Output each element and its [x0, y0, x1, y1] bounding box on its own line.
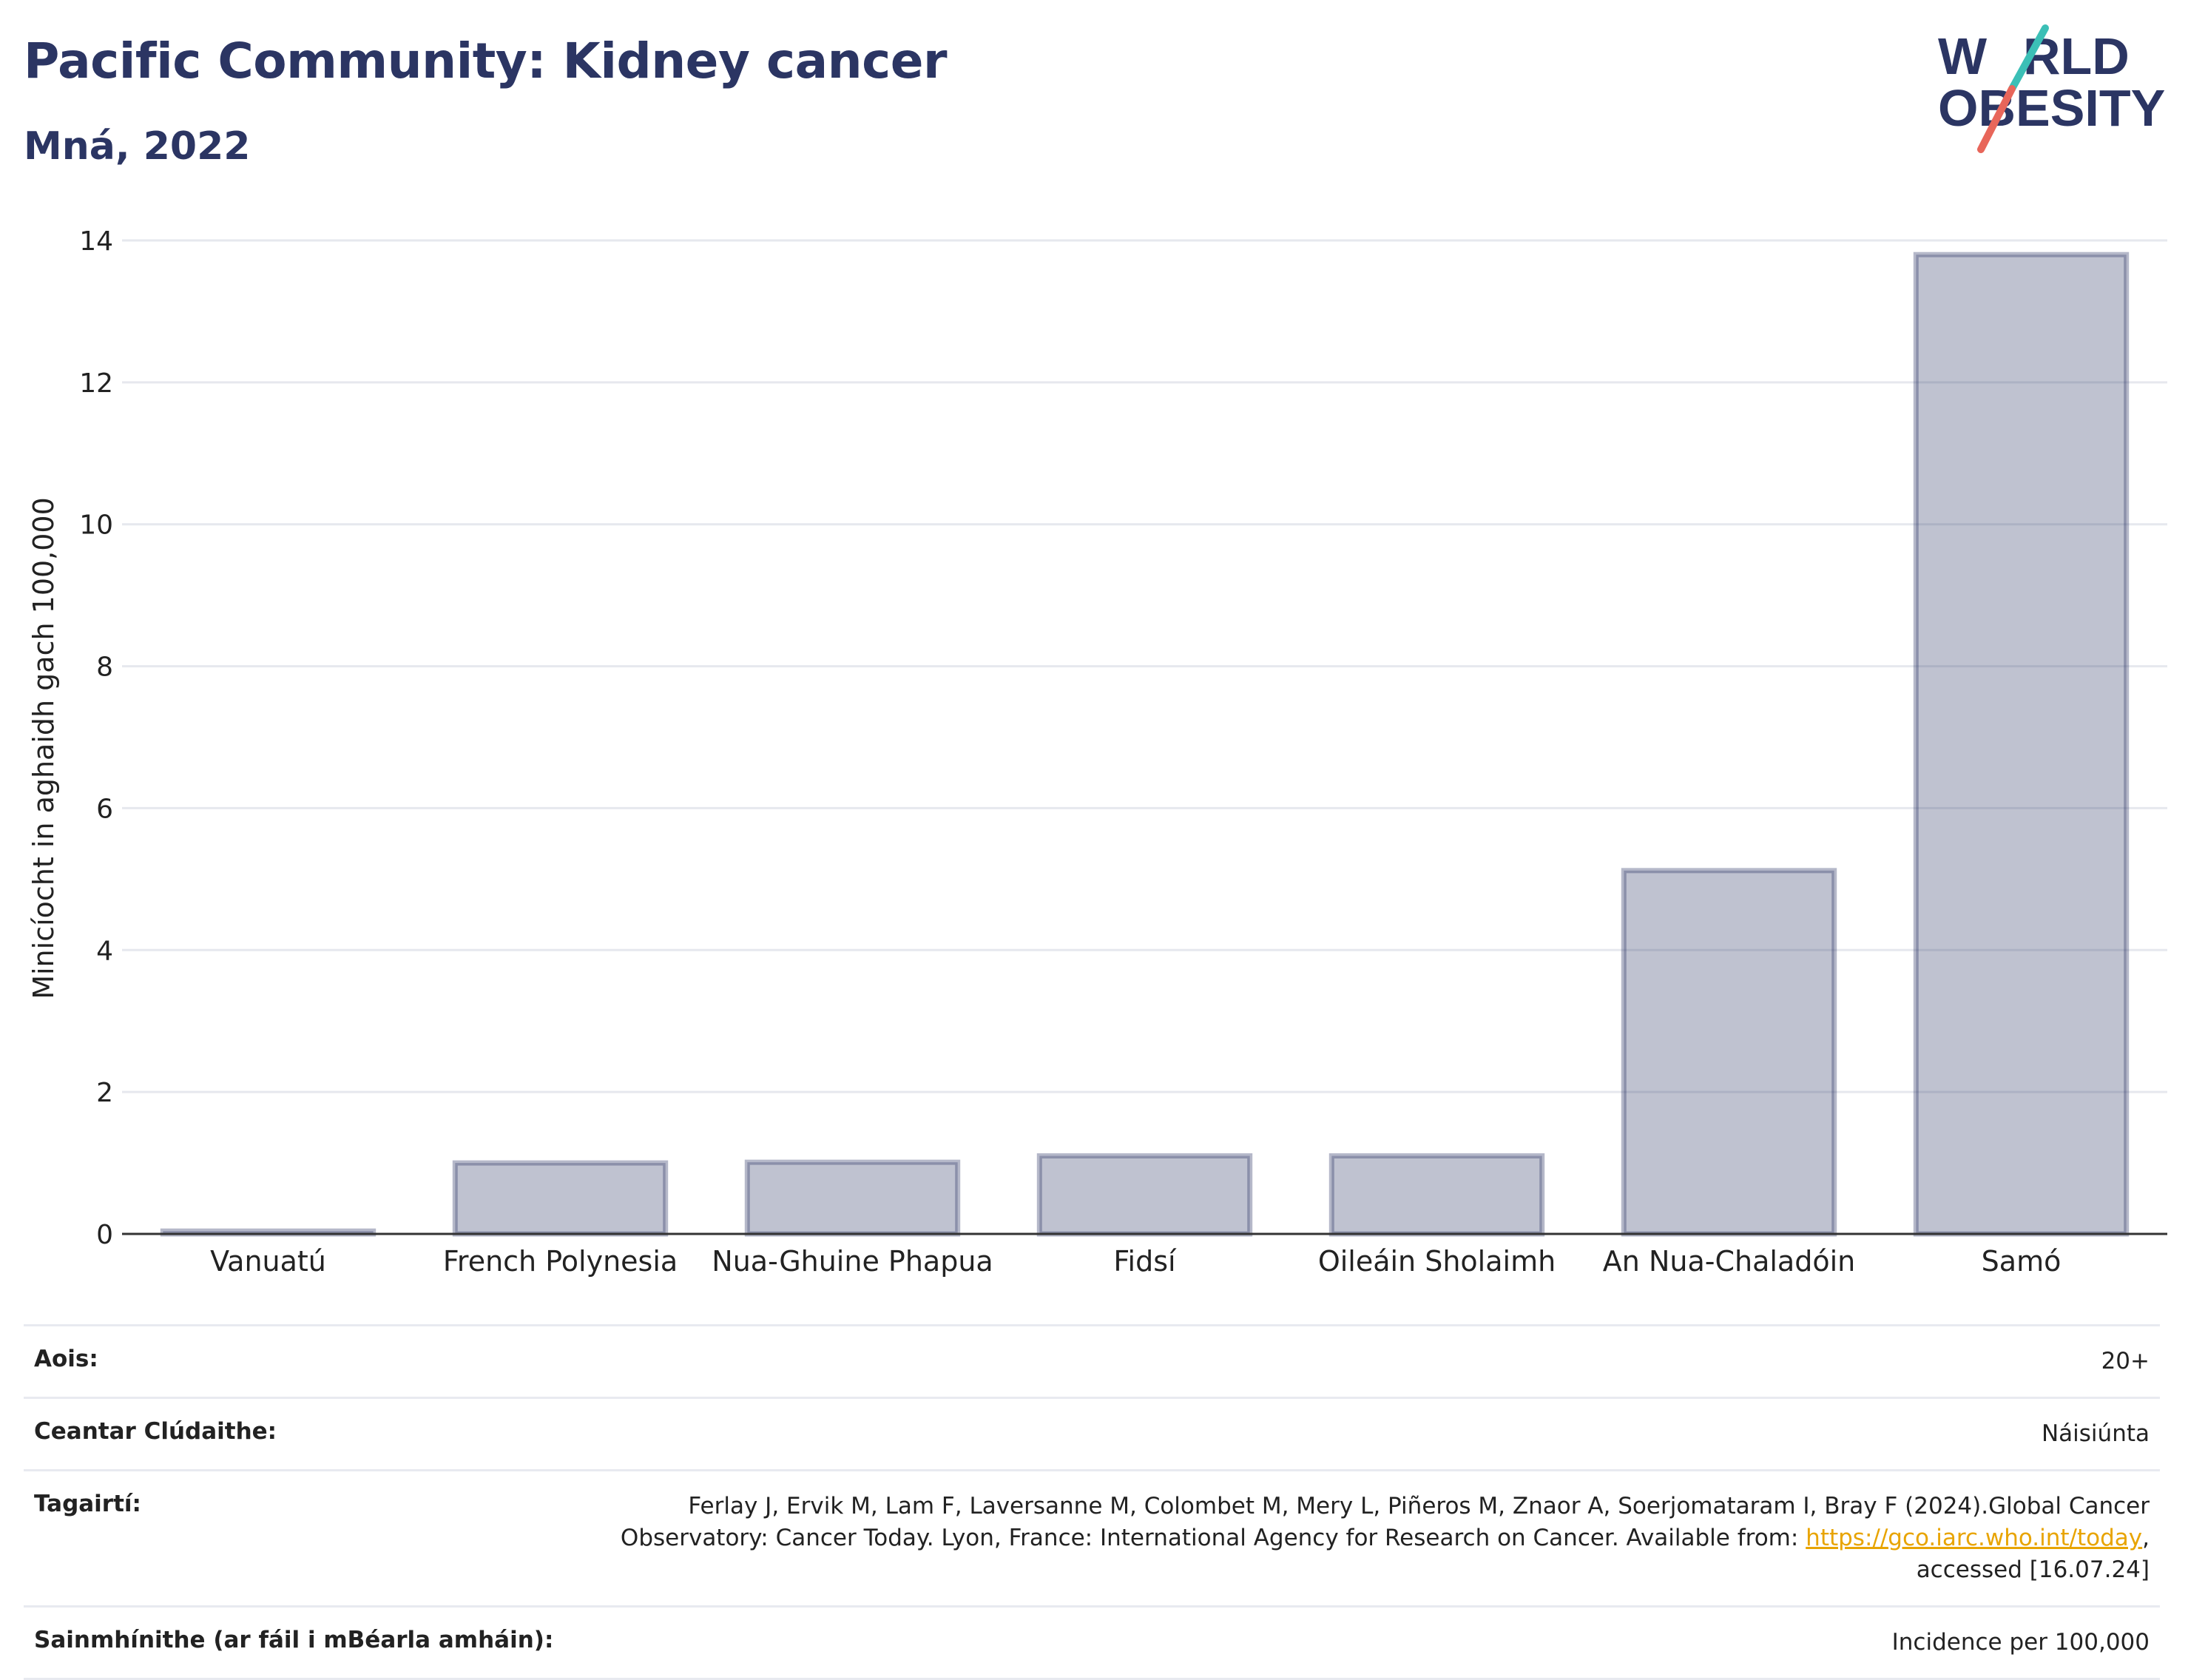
- meta-row-definitions: Sainmhínithe (ar fáil i mBéarla amháin):…: [24, 1605, 2160, 1680]
- y-tick-label: 14: [79, 226, 113, 257]
- x-tick-label: An Nua-Chaladóin: [1603, 1245, 1855, 1278]
- y-tick-label: 8: [96, 652, 113, 683]
- svg-text:OBESITY: OBESITY: [1938, 79, 2165, 137]
- chart-subtitle: Mná, 2022: [24, 124, 251, 169]
- x-tick-label: Vanuatú: [210, 1245, 326, 1278]
- references-line-1: Ferlay J, Ervik M, Lam F, Laversanne M, …: [688, 1493, 2150, 1519]
- y-tick-label: 10: [79, 510, 113, 541]
- references-link[interactable]: https://gco.iarc.who.int/today: [1806, 1525, 2143, 1551]
- bar: [1328, 1153, 1545, 1237]
- bar: [744, 1159, 961, 1237]
- y-tick-label: 12: [79, 368, 113, 399]
- x-tick-label: Oileáin Sholaimh: [1318, 1245, 1556, 1278]
- definitions-value: Incidence per 100,000: [1891, 1629, 2150, 1656]
- references-line-3: accessed [16.07.24]: [1916, 1556, 2150, 1583]
- bar: [452, 1160, 669, 1237]
- x-tick-label: French Polynesia: [443, 1245, 678, 1278]
- coverage-label: Ceantar Clúdaithe:: [34, 1418, 277, 1445]
- meta-row-age: Aois: 20+: [24, 1324, 2160, 1397]
- bar: [1913, 252, 2130, 1237]
- bar: [1036, 1153, 1253, 1237]
- chart-title: Pacific Community: Kidney cancer: [24, 33, 948, 90]
- meta-row-references: Tagairtí: Ferlay J, Ervik M, Lam F, Lave…: [24, 1469, 2160, 1605]
- y-tick-label: 0: [96, 1220, 113, 1250]
- y-tick-label: 4: [96, 936, 113, 966]
- coverage-value: Náisiúnta: [2041, 1420, 2150, 1447]
- x-tick-label: Samó: [1982, 1245, 2062, 1278]
- bar-chart: 0 2 4 6 8 10 12 14 Minicíocht in aghaidh gach 10…: [27, 226, 2167, 1278]
- x-tick-label: Fidsí: [1113, 1245, 1177, 1278]
- definitions-label: Sainmhínithe (ar fáil i mBéarla amháin):: [34, 1627, 554, 1653]
- references-line-2: Observatory: Cancer Today. Lyon, France:…: [620, 1525, 1806, 1551]
- meta-row-coverage: Ceantar Clúdaithe: Náisiúnta: [24, 1397, 2160, 1469]
- references-value: Ferlay J, Ervik M, Lam F, Laversanne M, …: [621, 1491, 2150, 1586]
- metadata-table: Aois: 20+ Ceantar Clúdaithe: Náisiúnta T…: [24, 1324, 2160, 1680]
- age-label: Aois:: [34, 1346, 98, 1372]
- y-tick-label: 2: [96, 1078, 113, 1108]
- references-comma: ,: [2142, 1525, 2150, 1551]
- x-tick-label: Nua-Ghuine Phapua: [712, 1245, 993, 1278]
- world-obesity-logo: W RLD OBESITY: [1938, 24, 2165, 153]
- y-axis-label: Minicíocht in aghaidh gach 100,000: [27, 497, 60, 999]
- bar: [1621, 868, 1837, 1237]
- y-tick-label: 6: [96, 794, 113, 824]
- references-label: Tagairtí:: [34, 1491, 141, 1517]
- svg-text:W: W: [1938, 27, 1987, 85]
- age-value: 20+: [2101, 1348, 2150, 1374]
